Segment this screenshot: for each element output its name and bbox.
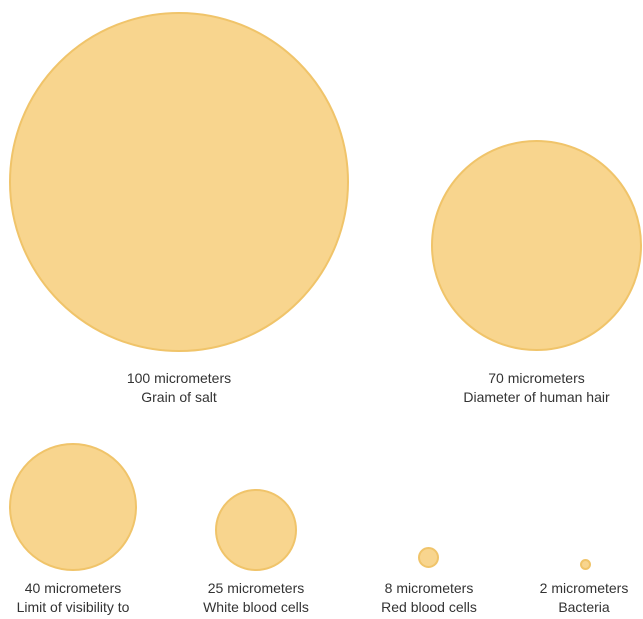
red-blood-cell-label: 8 micrometers Red blood cells	[360, 579, 498, 617]
bacteria-circle	[580, 559, 591, 570]
human-hair-size: 70 micrometers	[488, 370, 585, 386]
grain-of-salt-name: Grain of salt	[141, 389, 217, 405]
red-blood-cell-name: Red blood cells	[381, 599, 477, 615]
grain-of-salt-size: 100 micrometers	[126, 370, 232, 386]
white-blood-cell-size: 25 micrometers	[207, 580, 305, 596]
white-blood-cell-label: 25 micrometers White blood cells	[176, 579, 336, 617]
red-blood-cell-circle	[418, 547, 439, 568]
white-blood-cell-circle	[215, 489, 297, 571]
visibility-limit-circle	[9, 443, 137, 571]
human-hair-name: Diameter of human hair	[463, 389, 610, 405]
human-hair-label: 70 micrometers Diameter of human hair	[430, 369, 643, 407]
grain-of-salt-label: 100 micrometers Grain of salt	[79, 369, 279, 407]
bacteria-size: 2 micrometers	[539, 580, 629, 596]
visibility-limit-size: 40 micrometers	[24, 580, 122, 596]
bacteria-label: 2 micrometers Bacteria	[525, 579, 643, 617]
red-blood-cell-size: 8 micrometers	[384, 580, 474, 596]
grain-of-salt-circle	[9, 12, 349, 352]
visibility-limit-label: 40 micrometers Limit of visibility to	[0, 579, 146, 617]
visibility-limit-name: Limit of visibility to	[16, 599, 130, 615]
bacteria-name: Bacteria	[558, 599, 610, 615]
white-blood-cell-name: White blood cells	[203, 599, 309, 615]
human-hair-circle	[431, 140, 642, 351]
